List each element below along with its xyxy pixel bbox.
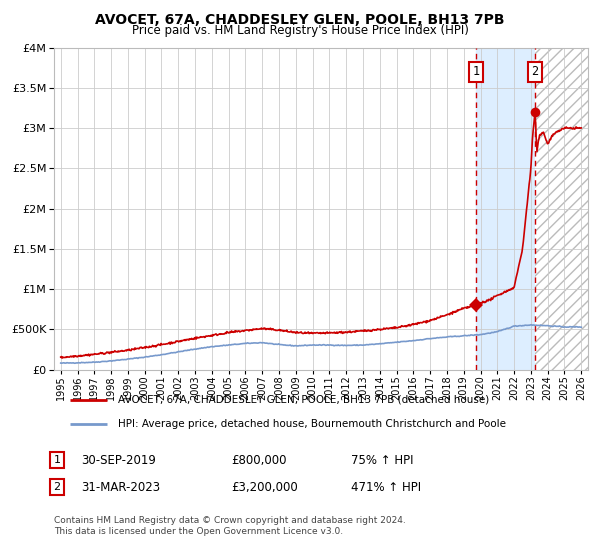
Text: 31-MAR-2023: 31-MAR-2023 <box>81 480 160 494</box>
Text: £800,000: £800,000 <box>231 454 287 467</box>
Text: 471% ↑ HPI: 471% ↑ HPI <box>351 480 421 494</box>
Text: Price paid vs. HM Land Registry's House Price Index (HPI): Price paid vs. HM Land Registry's House … <box>131 24 469 36</box>
Text: 1: 1 <box>53 455 61 465</box>
Text: This data is licensed under the Open Government Licence v3.0.: This data is licensed under the Open Gov… <box>54 528 343 536</box>
Text: 75% ↑ HPI: 75% ↑ HPI <box>351 454 413 467</box>
Text: 1: 1 <box>473 66 480 78</box>
Text: 30-SEP-2019: 30-SEP-2019 <box>81 454 156 467</box>
Text: £3,200,000: £3,200,000 <box>231 480 298 494</box>
Text: HPI: Average price, detached house, Bournemouth Christchurch and Poole: HPI: Average price, detached house, Bour… <box>118 418 506 428</box>
Text: AVOCET, 67A, CHADDESLEY GLEN, POOLE, BH13 7PB (detached house): AVOCET, 67A, CHADDESLEY GLEN, POOLE, BH1… <box>118 395 490 405</box>
Bar <box>535 48 588 370</box>
Bar <box>476 48 535 370</box>
Text: AVOCET, 67A, CHADDESLEY GLEN, POOLE, BH13 7PB: AVOCET, 67A, CHADDESLEY GLEN, POOLE, BH1… <box>95 13 505 27</box>
Text: 2: 2 <box>53 482 61 492</box>
Text: 2: 2 <box>532 66 539 78</box>
Text: Contains HM Land Registry data © Crown copyright and database right 2024.: Contains HM Land Registry data © Crown c… <box>54 516 406 525</box>
